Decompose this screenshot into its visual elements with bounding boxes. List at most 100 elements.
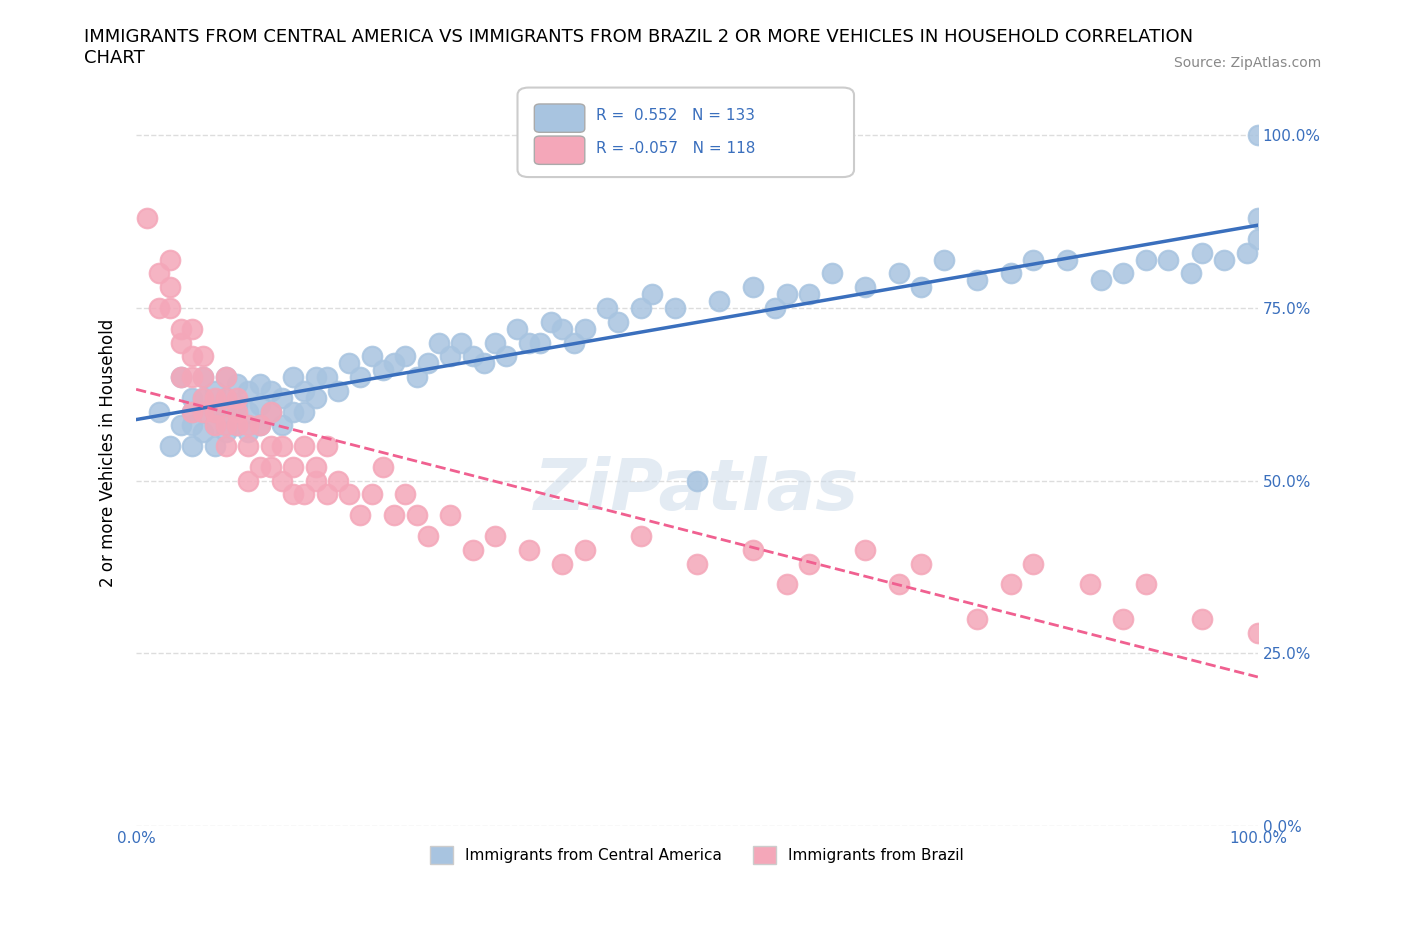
Point	[315, 439, 337, 454]
Point	[664, 300, 686, 315]
Point	[405, 369, 427, 384]
Point	[148, 266, 170, 281]
Point	[215, 418, 238, 432]
Point	[506, 321, 529, 336]
Point	[193, 369, 215, 384]
Point	[574, 542, 596, 557]
Point	[472, 356, 495, 371]
Point	[283, 369, 305, 384]
Point	[776, 286, 799, 301]
Point	[226, 418, 249, 432]
Point	[1213, 252, 1236, 267]
Point	[1247, 232, 1270, 246]
Point	[215, 391, 238, 405]
Point	[1112, 266, 1135, 281]
Point	[337, 487, 360, 502]
Point	[193, 391, 215, 405]
Point	[136, 211, 159, 226]
Point	[742, 280, 765, 295]
Point	[238, 418, 260, 432]
Point	[574, 321, 596, 336]
Point	[292, 383, 315, 398]
Point	[776, 577, 799, 591]
Point	[204, 391, 226, 405]
Point	[193, 369, 215, 384]
Point	[966, 272, 988, 287]
Text: R =  0.552   N = 133: R = 0.552 N = 133	[596, 109, 755, 124]
Point	[932, 252, 955, 267]
Point	[416, 528, 439, 543]
Point	[271, 473, 294, 488]
Point	[607, 314, 630, 329]
Point	[304, 459, 326, 474]
Text: Source: ZipAtlas.com: Source: ZipAtlas.com	[1174, 56, 1322, 70]
Point	[562, 335, 585, 350]
Point	[540, 314, 562, 329]
Point	[249, 418, 271, 432]
Point	[371, 363, 394, 378]
Point	[820, 266, 842, 281]
Point	[1191, 246, 1213, 260]
Point	[1135, 252, 1157, 267]
Point	[315, 369, 337, 384]
Point	[260, 459, 283, 474]
Point	[170, 335, 193, 350]
Point	[1157, 252, 1180, 267]
Point	[193, 425, 215, 440]
Point	[630, 528, 652, 543]
Point	[271, 418, 294, 432]
Point	[193, 405, 215, 419]
Point	[394, 487, 416, 502]
Point	[382, 356, 405, 371]
Point	[204, 383, 226, 398]
Point	[204, 418, 226, 432]
Point	[765, 300, 787, 315]
Point	[238, 473, 260, 488]
Point	[337, 356, 360, 371]
Point	[283, 459, 305, 474]
Point	[416, 356, 439, 371]
Point	[238, 439, 260, 454]
Point	[1247, 128, 1270, 143]
Point	[326, 383, 349, 398]
Point	[193, 349, 215, 364]
Point	[204, 418, 226, 432]
FancyBboxPatch shape	[534, 136, 585, 165]
Point	[283, 487, 305, 502]
Point	[853, 280, 876, 295]
Point	[1112, 611, 1135, 626]
Point	[1247, 211, 1270, 226]
Point	[181, 369, 204, 384]
Point	[360, 487, 382, 502]
Point	[630, 300, 652, 315]
Point	[853, 542, 876, 557]
Point	[238, 405, 260, 419]
Point	[484, 335, 506, 350]
Point	[1056, 252, 1078, 267]
Point	[238, 383, 260, 398]
Point	[304, 391, 326, 405]
Point	[797, 286, 820, 301]
Point	[484, 528, 506, 543]
Point	[181, 349, 204, 364]
Point	[159, 280, 181, 295]
Point	[910, 556, 932, 571]
Point	[181, 405, 204, 419]
Point	[439, 349, 461, 364]
Point	[170, 369, 193, 384]
Point	[148, 300, 170, 315]
Point	[215, 405, 238, 419]
FancyBboxPatch shape	[517, 87, 853, 177]
Point	[181, 321, 204, 336]
Point	[260, 383, 283, 398]
Point	[215, 369, 238, 384]
Text: R = -0.057   N = 118: R = -0.057 N = 118	[596, 141, 755, 156]
Point	[226, 377, 249, 392]
Point	[1022, 556, 1045, 571]
Point	[349, 369, 371, 384]
FancyBboxPatch shape	[534, 104, 585, 132]
Point	[271, 391, 294, 405]
Point	[304, 473, 326, 488]
Point	[371, 459, 394, 474]
Point	[596, 300, 619, 315]
